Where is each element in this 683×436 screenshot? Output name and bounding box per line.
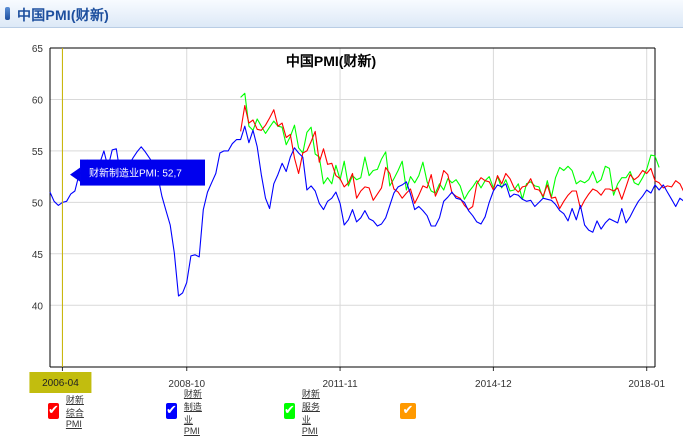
crosshair-label: 2006-04 [42,378,79,389]
y-tick-label: 45 [32,250,44,261]
checkmark-icon[interactable]: ✔ [400,403,416,419]
legend-item[interactable]: ✔ 财新综合PMI [48,395,87,429]
tooltip-box [80,159,206,186]
chart-title: 中国PMI(财新) [286,53,376,69]
x-tick-label: 2018-01 [628,379,665,390]
header-marker-icon [5,7,10,20]
legend-item[interactable]: ✔ 财新服务业PMI [284,389,323,436]
tooltip-pointer [70,167,81,182]
legend-item[interactable]: ✔ [400,401,416,421]
legend-item[interactable]: ✔ 财新制造业PMI [166,389,205,436]
pmi-line-chart: 40 45 50 55 60 65 2008-10 2011-11 2014-12 2018-01… [29,44,683,393]
panel-header: 中国PMI(财新) [0,0,683,28]
y-tick-label: 50 [32,198,44,209]
y-tick-label: 65 [32,44,44,55]
series-line-1 [240,105,683,211]
legend-label[interactable]: 财新服务业PMI [301,388,320,436]
crosshair-label-bg [29,372,92,393]
panel-title: 中国PMI(财新) [17,7,110,23]
plot-area [50,48,655,367]
x-tick-label: 2014-12 [475,379,512,390]
y-tick-label: 60 [32,95,44,106]
x-tick-label: 2011-11 [322,379,358,390]
legend-label[interactable]: 财新制造业PMI [183,388,202,436]
legend-label[interactable]: 财新综合PMI [65,395,84,429]
y-tick-label: 40 [32,301,44,312]
x-tick-label: 2008-10 [168,379,205,390]
series-line-3 [240,92,660,200]
checkmark-icon[interactable]: ✔ [284,403,295,419]
checkmark-icon[interactable]: ✔ [48,403,59,419]
checkmark-icon[interactable]: ✔ [166,403,177,419]
series-line-2 [49,125,683,297]
tooltip: 财新制造业PMI: 52,7 [70,159,206,186]
tooltip-text: 财新制造业PMI: 52,7 [89,167,182,180]
y-tick-label: 55 [32,147,44,158]
